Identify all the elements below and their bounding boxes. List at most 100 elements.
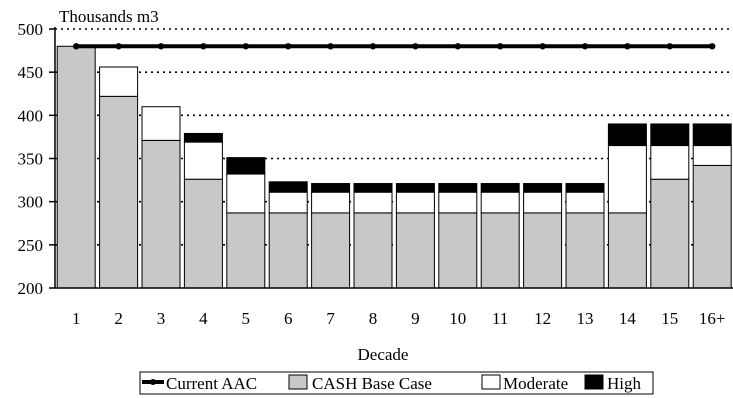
bar-high-15 [650, 123, 690, 147]
bar-moderate-14 [607, 145, 647, 214]
legend-frame [139, 371, 654, 395]
bar-cash-base-case-5 [226, 212, 266, 289]
bar-high-16+ [692, 123, 732, 147]
bar-cash-base-case-8 [353, 212, 393, 289]
bar-cash-base-case-1 [56, 45, 96, 289]
bar-moderate-16+ [692, 145, 732, 166]
bar-high-9 [395, 183, 435, 193]
bar-moderate-15 [650, 145, 690, 180]
x-tick-label-11: 11 [492, 309, 508, 328]
bar-moderate-2 [99, 66, 139, 97]
legend-swatch-high [584, 374, 604, 390]
x-tick-label-8: 8 [369, 309, 378, 328]
legend-label-current-aac: Current AAC [166, 374, 257, 393]
y-tick-label-350: 350 [18, 150, 44, 169]
bar-cash-base-case-2 [99, 95, 139, 289]
current-aac-point-10 [454, 43, 461, 50]
unit-label: Thousands m3 [59, 7, 159, 26]
legend-marker-current-aac [150, 379, 156, 385]
x-tick-label-1: 1 [72, 309, 81, 328]
x-tick-label-13: 13 [577, 309, 594, 328]
y-tick-label-300: 300 [18, 193, 44, 212]
current-aac-line [73, 43, 716, 50]
current-aac-point-13 [581, 43, 589, 50]
bar-cash-base-case-9 [395, 212, 435, 289]
y-tick-label-400: 400 [18, 106, 44, 125]
legend: Current AAC CASH Base Case Moderate High [139, 371, 654, 395]
y-tick-label-450: 450 [18, 63, 44, 82]
bar-cash-base-case-14 [607, 212, 647, 289]
bar-high-12 [523, 183, 563, 193]
current-aac-point-8 [369, 43, 377, 50]
axes [49, 27, 733, 289]
x-tick-label-10: 10 [449, 309, 466, 328]
bar-cash-base-case-12 [523, 212, 563, 289]
legend-label-high: High [607, 374, 642, 393]
x-tick-label-9: 9 [411, 309, 420, 328]
bar-moderate-4 [183, 141, 223, 180]
y-tick-label-200: 200 [18, 279, 44, 298]
bar-moderate-5 [226, 173, 266, 214]
bar-cash-base-case-13 [565, 212, 605, 289]
legend-swatch-cash-base-case [288, 374, 308, 390]
bar-cash-base-case-6 [268, 212, 308, 289]
bar-cash-base-case-7 [311, 212, 351, 289]
legend-swatch-moderate [481, 374, 501, 390]
x-tick-label-7: 7 [326, 309, 335, 328]
bar-high-6 [268, 181, 308, 193]
y-tick-label-500: 500 [18, 20, 44, 39]
current-aac-point-2 [115, 43, 122, 50]
bar-high-13 [565, 183, 605, 193]
current-aac-point-5 [242, 43, 249, 50]
current-aac-point-11 [497, 43, 504, 50]
legend-label-cash-base-case: CASH Base Case [312, 374, 432, 393]
bar-moderate-8 [353, 191, 393, 214]
bar-cash-base-case-10 [438, 212, 478, 289]
current-aac-point-1 [73, 43, 80, 50]
x-tick-label-3: 3 [157, 309, 166, 328]
x-tick-label-16+: 16+ [699, 309, 726, 328]
x-tick-label-14: 14 [619, 309, 637, 328]
legend-label-moderate: Moderate [503, 374, 568, 393]
x-tick-label-12: 12 [534, 309, 551, 328]
y-tick-label-250: 250 [18, 236, 44, 255]
bar-high-7 [311, 183, 351, 193]
x-tick-label-2: 2 [114, 309, 123, 328]
current-aac-point-16+ [709, 43, 716, 50]
bars [56, 45, 732, 289]
current-aac-point-4 [200, 43, 207, 50]
bar-moderate-12 [523, 191, 563, 214]
x-tick-label-6: 6 [284, 309, 293, 328]
bar-high-4 [183, 132, 223, 143]
bar-moderate-10 [438, 191, 478, 214]
current-aac-point-6 [285, 43, 292, 50]
bar-cash-base-case-3 [141, 139, 181, 289]
current-aac-point-12 [539, 43, 546, 50]
bar-high-11 [480, 183, 520, 193]
current-aac-point-15 [666, 43, 673, 50]
bar-high-10 [438, 183, 478, 193]
x-axis-title: Decade [358, 345, 409, 364]
bar-cash-base-case-11 [480, 212, 520, 289]
bar-high-5 [226, 157, 266, 175]
current-aac-point-7 [327, 43, 334, 50]
x-tick-labels: 1 2 3 4 5 6 7 8 9 10 11 12 13 14 15 16+ [72, 309, 726, 328]
bar-high-14 [607, 123, 647, 147]
x-tick-label-15: 15 [661, 309, 678, 328]
bar-cash-base-case-15 [650, 178, 690, 289]
bar-cash-base-case-4 [183, 178, 223, 289]
bar-high-8 [353, 183, 393, 193]
y-tick-labels: 200 250 300 350 400 450 500 [18, 20, 44, 298]
bar-moderate-9 [395, 191, 435, 214]
bar-moderate-11 [480, 191, 520, 214]
current-aac-point-14 [624, 43, 631, 50]
bar-cash-base-case-16+ [692, 164, 732, 289]
x-tick-label-4: 4 [199, 309, 208, 328]
current-aac-point-3 [157, 43, 165, 50]
bar-moderate-6 [268, 191, 308, 214]
current-aac-point-9 [412, 43, 419, 50]
x-tick-label-5: 5 [242, 309, 251, 328]
bar-moderate-7 [311, 191, 351, 214]
bar-moderate-13 [565, 191, 605, 214]
